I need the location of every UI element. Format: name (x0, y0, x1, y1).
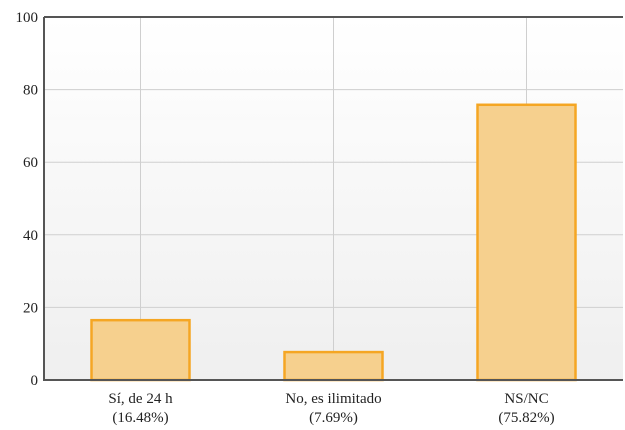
y-tick-labels: 0 20 40 60 80 100 (16, 10, 39, 389)
x-category-labels: Sí, de 24 h (16.48%) No, es ilimitado (7.69… (108, 391, 554, 426)
y-tick-label: 0 (31, 373, 39, 389)
axes (43, 16, 623, 381)
bars (90, 103, 577, 382)
x-category-label: No, es ilimitado (285, 391, 381, 407)
bar[interactable] (283, 350, 384, 382)
x-category-percent-label: (75.82%) (498, 410, 554, 426)
bar[interactable] (90, 318, 191, 382)
y-tick-label: 60 (23, 155, 38, 171)
grid-lines (44, 16, 623, 380)
y-tick-label: 20 (23, 300, 38, 316)
bar[interactable] (476, 103, 577, 382)
x-category-label: Sí, de 24 h (108, 391, 173, 407)
x-category-percent-label: (7.69%) (309, 410, 358, 426)
y-tick-label: 100 (16, 10, 39, 26)
y-tick-label: 80 (23, 83, 38, 99)
x-category-label: NS/NC (504, 391, 548, 407)
y-tick-label: 40 (23, 228, 38, 244)
x-category-percent-label: (16.48%) (112, 410, 168, 426)
